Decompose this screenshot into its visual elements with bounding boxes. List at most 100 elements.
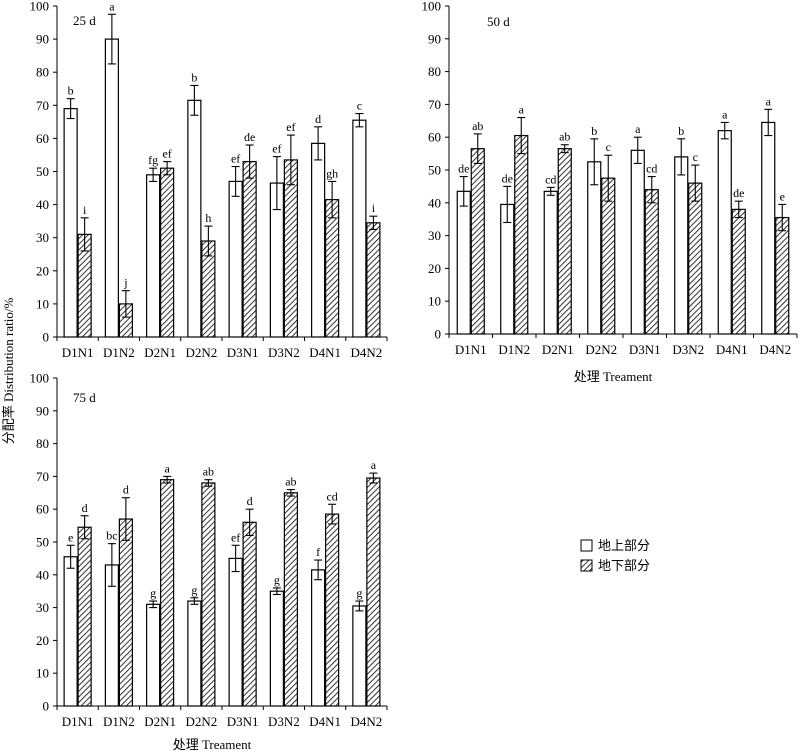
- y-tick-label: 90: [36, 403, 49, 418]
- significance-label: b: [678, 124, 684, 138]
- x-tick-label: D3N2: [268, 714, 300, 729]
- x-tick-label: D3N1: [227, 345, 259, 360]
- significance-label: a: [722, 107, 728, 121]
- panel-75d: 0 10 20 30 40 50 60 70 80 90 100 D1N1 D1N2 D2N1 D2N2 D3…: [30, 371, 388, 752]
- x-axis-title: 处理 Treament: [574, 369, 653, 384]
- y-tick-label: 10: [36, 296, 49, 311]
- significance-label: ef: [286, 120, 295, 134]
- significance-label: ef: [272, 142, 281, 156]
- bar-below-ground: [557, 148, 572, 335]
- significance-label: de: [244, 130, 255, 144]
- bar-below-ground: [283, 159, 298, 338]
- x-tick-label: D4N2: [759, 342, 791, 357]
- bar-above-ground: [352, 605, 367, 707]
- significance-label: g: [191, 583, 197, 597]
- y-tick-label: 100: [30, 371, 50, 386]
- panel-label: 75 d: [73, 390, 96, 405]
- y-tick-label: 70: [36, 469, 49, 484]
- bar-above-ground: [187, 99, 202, 338]
- legend-swatch-above: [580, 539, 593, 552]
- bar-below-ground: [775, 216, 790, 335]
- panel-25d: 0 10 20 30 40 50 60 70 80 90 100 D1N1 D1N2 D2N1 D2N2 D3…: [30, 0, 388, 360]
- y-tick-label: 80: [428, 64, 441, 79]
- panel-label: 25 d: [73, 13, 96, 28]
- panel-label: 50 d: [487, 14, 510, 29]
- bar-above-ground: [500, 203, 515, 335]
- bar-above-ground: [761, 121, 776, 335]
- bar-above-ground: [269, 590, 284, 707]
- bar-above-ground: [674, 156, 689, 335]
- significance-label: ab: [203, 465, 214, 479]
- y-tick-label: 40: [36, 567, 49, 582]
- x-tick-label: D2N1: [144, 714, 176, 729]
- significance-label: e: [780, 189, 785, 203]
- significance-label: i: [83, 203, 87, 217]
- bar-below-ground: [77, 526, 92, 707]
- x-tick-label: D4N2: [350, 345, 382, 360]
- x-tick-label: D1N2: [103, 714, 135, 729]
- significance-label: c: [693, 150, 698, 164]
- y-tick-label: 20: [36, 263, 49, 278]
- significance-label: a: [371, 458, 377, 472]
- panel-50d: 0 10 20 30 40 50 60 70 80 90 100 D1N1 D1N2 D2N1 D2N2 D3…: [422, 0, 798, 384]
- bar-below-ground: [201, 482, 216, 707]
- bar-above-ground: [146, 603, 161, 707]
- x-tick-label: D2N2: [585, 342, 617, 357]
- y-tick-label: 40: [428, 195, 441, 210]
- bar-above-ground: [63, 108, 78, 338]
- significance-label: ef: [231, 152, 240, 166]
- y-tick-label: 60: [36, 502, 49, 517]
- bar-below-ground: [366, 222, 381, 338]
- significance-label: ab: [285, 475, 296, 489]
- bar-below-ground: [242, 160, 257, 338]
- legend: 地上部分 地下部分: [580, 538, 650, 573]
- significance-label: a: [164, 461, 170, 475]
- x-tick-label: D4N2: [350, 714, 382, 729]
- y-tick-label: 90: [36, 32, 49, 47]
- x-axis-title: 处理 Treament: [173, 737, 252, 752]
- significance-label: cd: [646, 162, 657, 176]
- significance-label: g: [356, 586, 362, 600]
- significance-label: a: [766, 94, 772, 108]
- bar-above-ground: [630, 149, 645, 335]
- bar-below-ground: [325, 513, 340, 707]
- y-axis-title: 分配率 Distribution ratio/%: [1, 298, 16, 445]
- significance-label: f: [316, 545, 320, 559]
- bar-below-ground: [688, 182, 703, 335]
- significance-label: b: [68, 84, 74, 98]
- y-tick-label: 10: [428, 294, 441, 309]
- y-tick-label: 30: [36, 600, 49, 615]
- y-tick-label: 10: [36, 666, 49, 681]
- significance-label: a: [635, 122, 641, 136]
- significance-label: a: [519, 103, 525, 117]
- y-tick-label: 20: [428, 261, 441, 276]
- y-tick-label: 30: [36, 230, 49, 245]
- bar-below-ground: [731, 208, 746, 335]
- significance-label: de: [733, 186, 744, 200]
- y-tick-label: 30: [428, 228, 441, 243]
- y-tick-label: 80: [36, 436, 49, 451]
- legend-swatch-below: [580, 559, 593, 572]
- legend-label-above: 地上部分: [598, 538, 650, 553]
- x-tick-label: D2N1: [542, 342, 574, 357]
- significance-label: gh: [326, 166, 338, 180]
- x-tick-label: D3N2: [672, 342, 704, 357]
- significance-label: g: [150, 586, 156, 600]
- bar-above-ground: [187, 600, 202, 707]
- bar-above-ground: [352, 119, 367, 338]
- bar-above-ground: [146, 174, 161, 338]
- bar-above-ground: [543, 190, 558, 335]
- significance-label: cd: [326, 489, 337, 503]
- x-tick-label: D2N1: [144, 345, 176, 360]
- x-tick-label: D1N1: [455, 342, 487, 357]
- bar-above-ground: [717, 130, 732, 335]
- x-tick-label: D1N2: [498, 342, 530, 357]
- x-tick-label: D4N1: [309, 714, 341, 729]
- y-tick-label: 100: [30, 0, 50, 14]
- significance-label: ef: [231, 530, 240, 544]
- bar-below-ground: [118, 518, 133, 707]
- significance-label: ab: [472, 119, 483, 133]
- significance-label: j: [123, 276, 127, 290]
- significance-label: d: [82, 501, 88, 515]
